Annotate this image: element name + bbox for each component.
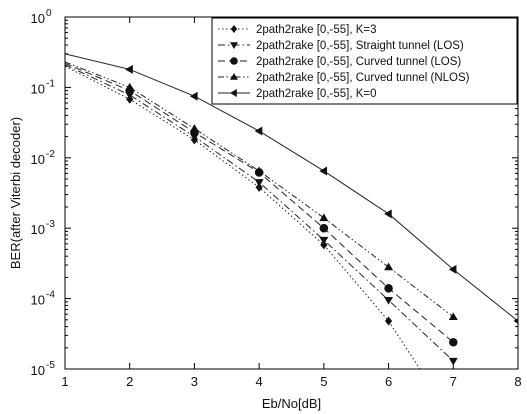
series-5 xyxy=(65,53,518,324)
y-tick-label: 10 xyxy=(31,363,45,378)
data-point xyxy=(384,297,394,305)
y-tick-label: 10 xyxy=(31,222,45,237)
data-point xyxy=(448,264,457,274)
legend-entry: 2path2rake [0,-55], Curved tunnel (LOS) xyxy=(218,56,461,68)
y-tick-base: 10 xyxy=(31,363,45,378)
data-point xyxy=(230,57,238,65)
data-point xyxy=(319,223,329,233)
data-point xyxy=(384,209,392,219)
legend-entry: 2path2rake [0,-55], Straight tunnel (LOS… xyxy=(218,40,464,52)
y-tick-label: 10 xyxy=(31,81,45,96)
x-tick-label: 3 xyxy=(191,374,198,389)
legend-label: 2path2rake [0,-55], Curved tunnel (NLOS) xyxy=(256,72,470,84)
data-point xyxy=(448,357,458,366)
x-tick-label: 1 xyxy=(61,374,68,389)
data-point xyxy=(254,179,264,187)
y-tick-exponent: -3 xyxy=(46,219,55,230)
y-axis-label: BER(after Viterbi decoder) xyxy=(8,117,23,269)
data-point xyxy=(319,236,329,245)
y-tick-label: 10 xyxy=(31,11,45,26)
data-point xyxy=(189,124,199,132)
data-point xyxy=(230,25,238,33)
data-point xyxy=(449,337,458,347)
data-point xyxy=(384,284,393,293)
data-point xyxy=(384,262,394,271)
series-line xyxy=(65,53,518,322)
y-tick-exponent: -1 xyxy=(46,78,55,89)
legend-label: 2path2rake [0,-55], K=0 xyxy=(256,88,377,100)
legend-label: 2path2rake [0,-55], Straight tunnel (LOS… xyxy=(256,40,464,52)
legend-label: 2path2rake [0,-55], Curved tunnel (LOS) xyxy=(256,56,461,68)
y-tick-exponent: -5 xyxy=(46,360,55,371)
data-point xyxy=(230,42,238,49)
legend-label: 2path2rake [0,-55], K=3 xyxy=(256,24,377,36)
y-tick-base: 10 xyxy=(31,11,45,26)
series-4 xyxy=(65,61,458,321)
y-tick-label: 10 xyxy=(31,293,45,308)
x-tick-label: 5 xyxy=(320,374,327,389)
data-point xyxy=(513,318,518,324)
data-point xyxy=(254,126,263,136)
x-tick-label: 4 xyxy=(256,374,263,389)
data-point xyxy=(230,89,237,97)
x-tick-label: 8 xyxy=(514,374,521,389)
data-point xyxy=(320,240,328,250)
data-point xyxy=(125,64,133,74)
x-tick-label: 6 xyxy=(385,374,392,389)
y-tick-base: 10 xyxy=(31,222,45,237)
x-axis-label: Eb/No[dB] xyxy=(262,396,321,411)
y-tick-base: 10 xyxy=(31,293,45,308)
legend-entry: 2path2rake [0,-55], K=3 xyxy=(218,24,377,36)
data-point xyxy=(189,91,198,101)
y-tick-exponent: -2 xyxy=(46,149,55,160)
data-point xyxy=(384,316,393,326)
data-point xyxy=(319,213,329,222)
data-point xyxy=(125,82,135,91)
data-point xyxy=(254,166,264,175)
x-tick-label: 7 xyxy=(450,374,457,389)
data-point xyxy=(230,73,238,80)
y-tick-exponent: -4 xyxy=(46,290,55,301)
data-point xyxy=(255,182,263,192)
series-layer xyxy=(65,53,518,369)
data-point xyxy=(319,166,328,176)
y-tick-exponent: 0 xyxy=(46,8,52,19)
legend-box xyxy=(211,17,518,105)
y-tick-base: 10 xyxy=(31,81,45,96)
y-tick-label: 10 xyxy=(31,152,45,167)
x-tick-label: 2 xyxy=(126,374,133,389)
legend-entry: 2path2rake [0,-55], K=0 xyxy=(218,88,377,100)
data-point xyxy=(448,312,458,321)
legend-entry: 2path2rake [0,-55], Curved tunnel (NLOS) xyxy=(218,72,470,84)
legend: 2path2rake [0,-55], K=3 2path2rake [0,-55… xyxy=(211,17,518,105)
y-tick-base: 10 xyxy=(31,152,45,167)
